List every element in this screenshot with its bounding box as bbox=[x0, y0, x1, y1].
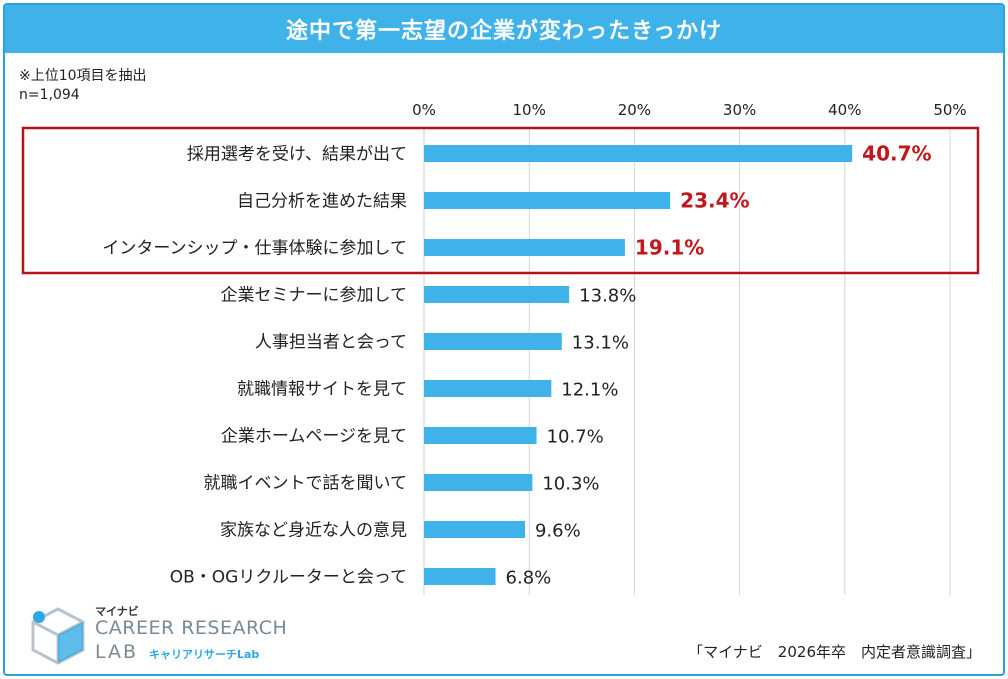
data-label: 19.1% bbox=[635, 236, 704, 260]
source-citation: 「マイナビ 2026年卒 内定者意識調査」 bbox=[688, 643, 981, 661]
highlight-box bbox=[21, 126, 980, 275]
data-label: 13.8% bbox=[579, 286, 636, 307]
bar bbox=[424, 192, 671, 209]
career-research-lab-logo: マイナビ CAREER RESEARCH LAB キャリアリサーチLab bbox=[27, 601, 297, 671]
data-label: 12.1% bbox=[561, 380, 618, 401]
logo-text-japanese: キャリアリサーチLab bbox=[149, 648, 260, 661]
category-label: 人事担当者と会って bbox=[255, 333, 407, 353]
category-label: 自己分析を進めた結果 bbox=[237, 192, 407, 212]
logo-brand: マイナビ bbox=[95, 605, 139, 618]
cube-logo-icon bbox=[31, 607, 85, 665]
bar bbox=[424, 239, 625, 256]
category-label: インターンシップ・仕事体験に参加して bbox=[102, 239, 407, 259]
bar bbox=[424, 521, 525, 538]
x-tick-label: 20% bbox=[618, 101, 651, 119]
data-label: 23.4% bbox=[680, 189, 749, 213]
data-label: 10.3% bbox=[542, 474, 599, 495]
logo-text-line1: CAREER RESEARCH bbox=[95, 617, 288, 639]
bar bbox=[424, 568, 496, 585]
bar bbox=[424, 286, 570, 303]
category-label: 就職情報サイトを見て bbox=[237, 380, 407, 400]
data-label: 10.7% bbox=[547, 427, 604, 448]
chart-frame: 途中で第一志望の企業が変わったきっかけ ※上位10項目を抽出 n=1,094 0… bbox=[3, 3, 1005, 676]
bar bbox=[424, 427, 537, 444]
x-tick-label: 30% bbox=[723, 101, 756, 119]
category-label: 企業セミナーに参加して bbox=[221, 286, 408, 306]
data-label: 40.7% bbox=[862, 142, 931, 166]
chart-title: 途中で第一志望の企業が変わったきっかけ bbox=[5, 5, 1003, 53]
data-label: 6.8% bbox=[506, 568, 552, 589]
bar bbox=[424, 474, 533, 491]
note-sample-size: n=1,094 bbox=[19, 87, 80, 103]
data-label: 13.1% bbox=[572, 333, 629, 354]
bar bbox=[424, 380, 552, 397]
data-label: 9.6% bbox=[535, 521, 581, 542]
category-label: 採用選考を受け、結果が出て bbox=[187, 145, 407, 165]
bar bbox=[424, 145, 853, 162]
x-tick-label: 0% bbox=[412, 101, 436, 119]
note-top10: ※上位10項目を抽出 bbox=[19, 68, 147, 84]
bar bbox=[424, 333, 562, 350]
category-label: 家族など身近な人の意見 bbox=[220, 521, 407, 541]
category-label: 企業ホームページを見て bbox=[221, 427, 407, 447]
bar-chart: 0% 10% 20% 30% 40% 50% 採用選考を受け、結果が出て 40.7% 自己分析を… bbox=[21, 101, 980, 595]
x-tick-label: 50% bbox=[933, 101, 966, 119]
category-label: 就職イベントで話を聞いて bbox=[204, 474, 408, 494]
category-label: OB・OGリクルーターと会って bbox=[170, 568, 407, 588]
x-tick-label: 10% bbox=[513, 101, 546, 119]
logo-text-line2: LAB bbox=[95, 641, 139, 663]
x-tick-label: 40% bbox=[828, 101, 861, 119]
